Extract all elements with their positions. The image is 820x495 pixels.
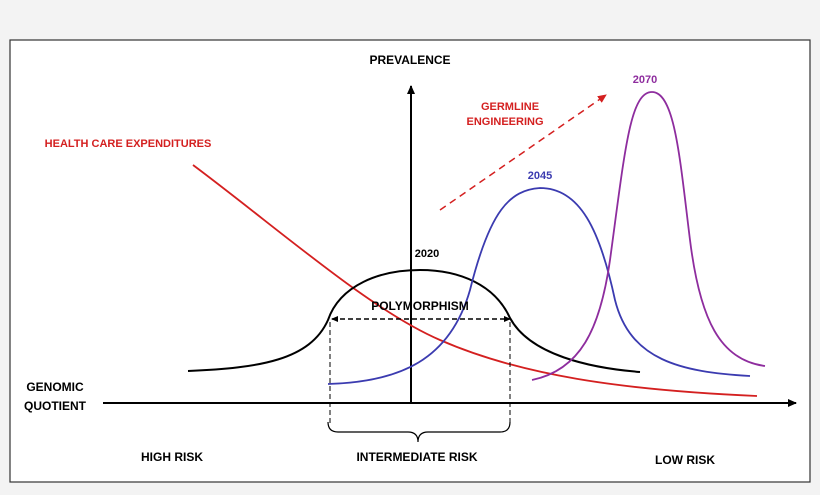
curve-label: 2045 bbox=[528, 170, 552, 182]
curve-label: 2020 bbox=[415, 248, 439, 260]
region-label: INTERMEDIATE RISK bbox=[356, 450, 477, 464]
y-axis-label: PREVALENCE bbox=[369, 53, 450, 67]
polymorphism-label: POLYMORPHISM bbox=[371, 299, 469, 313]
curve-label: 2070 bbox=[633, 74, 657, 86]
germline-label: ENGINEERING bbox=[466, 116, 543, 128]
x-axis-label: QUOTIENT bbox=[24, 399, 87, 413]
expenditure-label: HEALTH CARE EXPENDITURES bbox=[45, 138, 212, 150]
germline-arrow bbox=[439, 94, 607, 211]
brace bbox=[327, 421, 511, 443]
germline-label: GERMLINE bbox=[481, 101, 539, 113]
curve-2070 bbox=[531, 91, 766, 381]
x-axis-label: GENOMIC bbox=[26, 380, 84, 394]
region-label: HIGH RISK bbox=[141, 450, 203, 464]
region-label: LOW RISK bbox=[655, 453, 715, 467]
curve-2020 bbox=[187, 268, 641, 373]
curve-2045 bbox=[327, 187, 751, 385]
expenditure-curve bbox=[192, 164, 758, 397]
